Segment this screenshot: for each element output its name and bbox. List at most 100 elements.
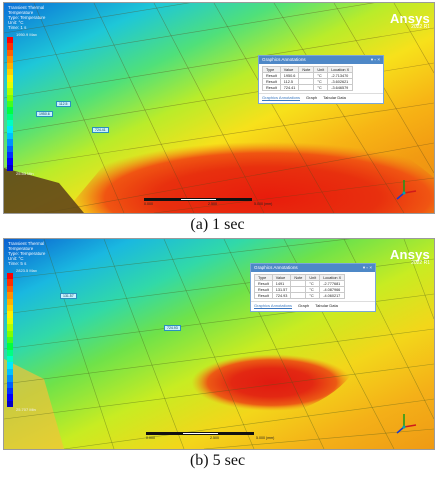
- scale-segment: [218, 432, 254, 435]
- scale-label: 5.000 (mm): [254, 202, 273, 206]
- tab-graphics-annotations[interactable]: Graphics Annotations: [254, 303, 293, 309]
- legend-swatch: [7, 113, 13, 121]
- legend-swatch: [7, 375, 13, 382]
- legend-swatches: [7, 273, 27, 408]
- tab-tabular-data[interactable]: Tabular Data: [323, 95, 346, 100]
- logo-name: Ansys: [389, 11, 430, 26]
- annotations-tabs: Graphics Annotations Graph Tabular Data: [259, 93, 383, 103]
- result-header: Transient Thermal Temperature Type: Temp…: [8, 241, 45, 266]
- logo-version: 2022 R1: [411, 260, 430, 266]
- result-header-line: Unit: °C: [8, 256, 24, 261]
- probe-label[interactable]: 131.57: [60, 293, 77, 299]
- graphics-annotations-window[interactable]: Graphics Annotations ▾ ▫ × Type Value No…: [250, 263, 376, 312]
- figure-caption: (a) 1 sec: [190, 216, 245, 233]
- legend-swatch: [7, 68, 13, 76]
- logo-name: Ansys: [389, 247, 430, 262]
- legend-swatch: [7, 88, 13, 95]
- probe-label[interactable]: 724.93: [164, 325, 181, 331]
- result-header-line: Time: 5 s: [8, 261, 27, 266]
- cell-unit: °C: [313, 84, 329, 91]
- ansys-logo: Ansys 2022 R1: [390, 11, 430, 30]
- window-controls-icon[interactable]: ▾ ▫ ×: [362, 265, 372, 270]
- result-header-line: Time: 1 s: [8, 25, 27, 30]
- legend-swatch: [7, 81, 13, 89]
- legend-swatch: [7, 298, 13, 305]
- legend-swatch: [7, 94, 13, 101]
- window-controls-icon[interactable]: ▾ ▫ ×: [370, 57, 380, 62]
- table-row[interactable]: Result 724.41 °C -3.646579: [262, 84, 354, 91]
- cell-value: 724.93: [271, 292, 292, 299]
- cell-note: [298, 84, 315, 91]
- result-header-line: Temperature: [8, 246, 34, 251]
- legend-min-label: 25.707 Min: [16, 407, 36, 412]
- legend-swatch: [7, 75, 13, 82]
- annotations-table: Type Value Note Unit Location X Result 1…: [254, 274, 346, 299]
- legend-max-label: 1950.9 Max: [16, 32, 37, 37]
- legend-swatch: [7, 273, 13, 280]
- legend-swatch: [7, 145, 13, 153]
- annotations-table: Type Value Note Unit Location X Result 1…: [262, 66, 354, 91]
- legend-swatch: [7, 100, 13, 108]
- legend-swatch: [7, 107, 13, 114]
- result-header: Transient Thermal Temperature Type: Temp…: [8, 5, 45, 30]
- legend-swatch: [7, 368, 13, 376]
- legend-swatch: [7, 356, 13, 363]
- cell-value: 724.41: [279, 84, 300, 91]
- legend-swatch: [7, 37, 13, 44]
- legend-swatch: [7, 120, 13, 127]
- scale-bar: 0.000 2.500 5.000 (mm): [146, 429, 296, 441]
- scale-label: 0.000: [146, 436, 155, 440]
- annotations-title: Graphics Annotations: [262, 57, 306, 62]
- annotations-title-bar[interactable]: Graphics Annotations ▾ ▫ ×: [251, 264, 375, 272]
- legend-min-label: 25.53 Min: [16, 171, 34, 176]
- tab-graph[interactable]: Graph: [298, 303, 310, 308]
- thermal-contour-render: [4, 3, 434, 213]
- probe-label[interactable]: 1950.6: [36, 111, 53, 117]
- scale-label: 5.000 (mm): [256, 436, 275, 440]
- probe-label[interactable]: 112.5: [56, 101, 71, 107]
- legend-swatch: [7, 317, 13, 325]
- tab-graph[interactable]: Graph: [306, 95, 318, 100]
- axis-triad-icon[interactable]: [394, 411, 418, 435]
- cell-unit: °C: [305, 292, 321, 299]
- tab-tabular-data[interactable]: Tabular Data: [315, 303, 338, 308]
- legend-swatch: [7, 330, 13, 337]
- annotations-title: Graphics Annotations: [254, 265, 298, 270]
- legend-swatch: [7, 43, 13, 50]
- tab-graphics-annotations[interactable]: Graphics Annotations: [262, 95, 301, 101]
- legend-max-label: 2823.5 Max: [16, 268, 37, 273]
- cell-type: Result: [254, 292, 273, 299]
- table-row[interactable]: Result 1950.6 °C -2.713470: [262, 72, 354, 79]
- legend-swatch: [7, 152, 13, 159]
- legend-swatch: [7, 304, 13, 312]
- scale-segment: [180, 198, 218, 201]
- axis-triad-icon[interactable]: [394, 177, 418, 201]
- legend-swatch: [7, 336, 13, 344]
- scale-segment: [182, 432, 220, 435]
- legend-swatch: [7, 394, 13, 401]
- legend-swatch: [7, 49, 13, 57]
- legend-swatch: [7, 324, 13, 331]
- legend-swatch: [7, 311, 13, 318]
- legend-swatch: [7, 400, 13, 408]
- scale-label: 2.500: [210, 436, 219, 440]
- viewport-panel-5s[interactable]: Transient Thermal Temperature Type: Temp…: [3, 238, 435, 450]
- viewport-panel-1s[interactable]: Transient Thermal Temperature Type: Temp…: [3, 2, 435, 214]
- graphics-annotations-window[interactable]: Graphics Annotations ▾ ▫ × Type Value No…: [258, 55, 384, 104]
- legend-swatch: [7, 279, 13, 286]
- scale-segment: [144, 198, 180, 201]
- result-header-line: Transient Thermal: [8, 241, 45, 246]
- legend-swatches: [7, 37, 27, 172]
- table-row[interactable]: Result 724.93 °C -4.060217: [254, 292, 346, 299]
- ansys-logo: Ansys 2022 R1: [390, 247, 430, 266]
- legend-swatch: [7, 381, 13, 389]
- table-row[interactable]: Result 131.57 °C -4.087966: [254, 286, 346, 293]
- legend-swatch: [7, 132, 13, 140]
- annotations-title-bar[interactable]: Graphics Annotations ▾ ▫ ×: [259, 56, 383, 64]
- cell-type: Result: [262, 84, 281, 91]
- legend-swatch: [7, 388, 13, 395]
- scale-label: 2.500: [208, 202, 217, 206]
- color-legend: 1950.9 Max 25.53 Min: [7, 32, 37, 176]
- scale-segment: [216, 198, 252, 201]
- probe-label[interactable]: 724.41: [92, 127, 109, 133]
